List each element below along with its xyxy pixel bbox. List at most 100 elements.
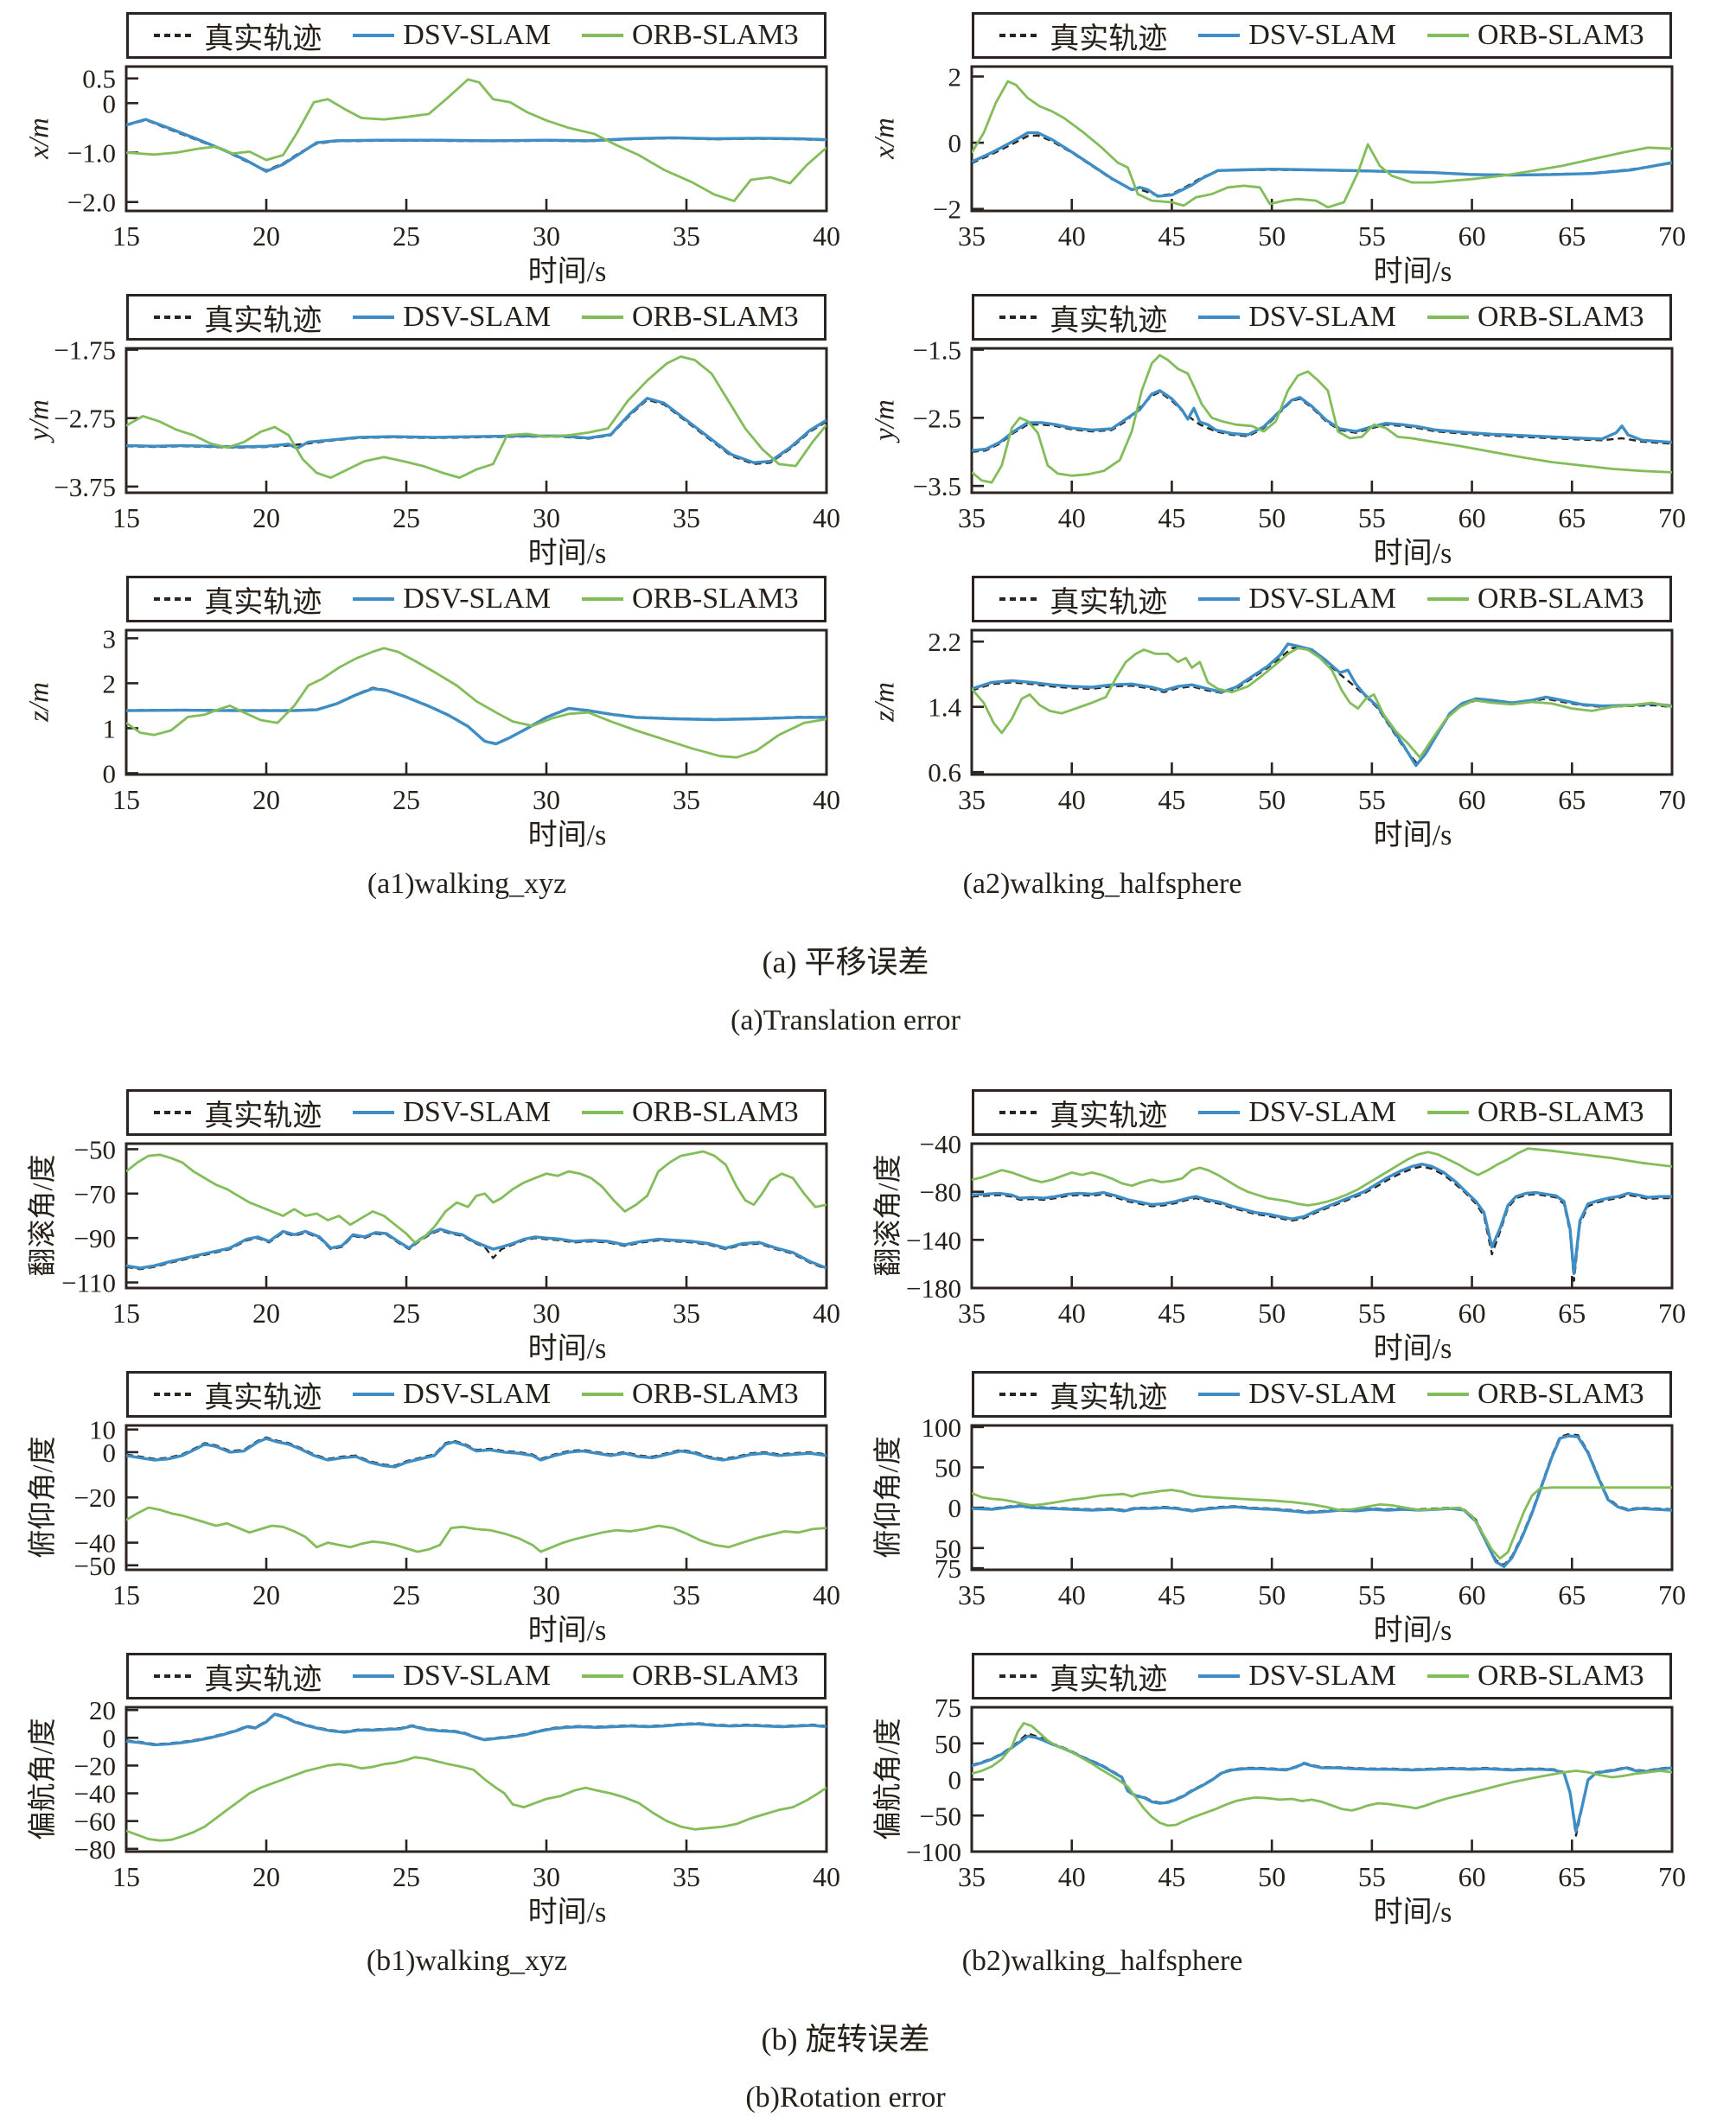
legend-item-truth: 真实轨迹 (154, 1092, 322, 1134)
svg-text:35: 35 (958, 784, 986, 815)
svg-text:−100: −100 (906, 1837, 961, 1867)
svg-text:55: 55 (1358, 1298, 1386, 1329)
dsv-line-swatch (353, 1111, 395, 1114)
legend: 真实轨迹 DSV-SLAM ORB-SLAM3 (126, 1371, 827, 1418)
svg-text:−20: −20 (74, 1750, 116, 1781)
legend-label-truth: 真实轨迹 (204, 1100, 322, 1132)
orb-line-swatch (581, 1674, 623, 1678)
svg-text:75: 75 (935, 1693, 961, 1723)
panel-a1-z: 真实轨迹 DSV-SLAM ORB-SLAM3 z/m 3 2 1 0 15 20 25 30… (22, 576, 844, 851)
truth-dashed-line-swatch (999, 1393, 1042, 1396)
dsv-line-swatch (1198, 1674, 1241, 1678)
row-x-axis: 真实轨迹 DSV-SLAM ORB-SLAM3 x/m 0.5 0 −1.0 −2.0… (22, 12, 1736, 288)
svg-text:35: 35 (673, 1579, 700, 1610)
svg-text:25: 25 (393, 1579, 420, 1610)
svg-text:−50: −50 (74, 1551, 116, 1581)
svg-text:70: 70 (1658, 1298, 1686, 1329)
orb-line-swatch (581, 1393, 623, 1396)
legend: 真实轨迹 DSV-SLAM ORB-SLAM3 (126, 1653, 827, 1699)
svg-text:−50: −50 (920, 1801, 961, 1831)
svg-text:−1.75: −1.75 (54, 335, 116, 366)
legend-item-dsv: DSV-SLAM (353, 1378, 551, 1411)
legend-item-truth: 真实轨迹 (154, 578, 322, 621)
svg-text:45: 45 (1158, 220, 1185, 252)
legend-label-orb: ORB-SLAM3 (1477, 19, 1644, 51)
caption-row-b: (b1)walking_xyz (b2)walking_halfsphere (0, 1945, 1736, 1978)
svg-text:−180: −180 (906, 1273, 961, 1304)
svg-text:60: 60 (1458, 502, 1486, 533)
legend-label-dsv: DSV-SLAM (403, 19, 551, 51)
panel-a1-x: 真实轨迹 DSV-SLAM ORB-SLAM3 x/m 0.5 0 −1.0 −2.0… (22, 12, 844, 288)
legend-item-dsv: DSV-SLAM (353, 1096, 551, 1129)
truth-dashed-line-swatch (999, 316, 1042, 319)
svg-text:0.5: 0.5 (82, 64, 116, 94)
svg-text:40: 40 (813, 1579, 840, 1610)
svg-text:−110: −110 (61, 1268, 116, 1298)
svg-text:50: 50 (1258, 1861, 1286, 1892)
svg-text:1: 1 (103, 713, 117, 743)
svg-text:30: 30 (533, 1579, 560, 1610)
svg-text:60: 60 (1458, 1861, 1486, 1892)
caption-a1: (a1)walking_xyz (367, 868, 567, 900)
legend-item-truth: 真实轨迹 (154, 15, 322, 57)
legend-label-truth: 真实轨迹 (204, 1663, 322, 1696)
section-a-translation: 真实轨迹 DSV-SLAM ORB-SLAM3 x/m 0.5 0 −1.0 −2.0… (0, 0, 1736, 851)
legend-label-truth: 真实轨迹 (1050, 1663, 1168, 1696)
legend: 真实轨迹 DSV-SLAM ORB-SLAM3 (972, 1653, 1672, 1699)
svg-text:75: 75 (935, 1553, 961, 1584)
legend-item-orb: ORB-SLAM3 (581, 19, 799, 52)
svg-text:65: 65 (1558, 220, 1586, 252)
svg-text:−40: −40 (920, 1129, 961, 1159)
plot-area: 偏航角/度 20 0 −20 −40 −60 −80 15 20 25 30 35 40 时间/s (22, 1695, 844, 1929)
svg-text:100: 100 (922, 1412, 962, 1443)
svg-text:−50: −50 (74, 1134, 116, 1164)
legend-item-truth: 真实轨迹 (999, 297, 1167, 339)
svg-text:40: 40 (1058, 1579, 1086, 1610)
legend-label-truth: 真实轨迹 (1050, 304, 1168, 337)
legend-item-dsv: DSV-SLAM (1198, 301, 1396, 334)
panel-b1-pitch: 真实轨迹 DSV-SLAM ORB-SLAM3 俯仰角/度 10 0 −20 −40−… (22, 1371, 844, 1647)
svg-text:40: 40 (1058, 220, 1086, 252)
svg-text:55: 55 (1358, 220, 1386, 252)
chart-canvas: 3 2 1 015 20 25 30 35 40 (103, 623, 841, 815)
svg-text:55: 55 (1358, 1579, 1386, 1610)
svg-text:0: 0 (103, 1723, 117, 1753)
svg-text:55: 55 (1358, 1861, 1386, 1892)
legend-label-orb: ORB-SLAM3 (631, 1378, 799, 1410)
svg-text:15: 15 (112, 1298, 140, 1329)
legend: 真实轨迹 DSV-SLAM ORB-SLAM3 (972, 294, 1672, 341)
svg-text:−90: −90 (74, 1223, 116, 1253)
svg-text:15: 15 (112, 1861, 140, 1892)
svg-text:60: 60 (1458, 1579, 1486, 1610)
legend-label-orb: ORB-SLAM3 (1477, 1660, 1644, 1692)
svg-text:70: 70 (1658, 1861, 1686, 1892)
caption-b-chinese: (b) 旋转误差 (761, 2022, 930, 2056)
truth-dashed-line-swatch (999, 34, 1042, 37)
svg-text:−20: −20 (74, 1483, 116, 1513)
row-yaw-axis: 真实轨迹 DSV-SLAM ORB-SLAM3 偏航角/度 20 0 −20 −40 −… (22, 1653, 1736, 1929)
svg-text:0: 0 (103, 758, 117, 788)
svg-text:−1.0: −1.0 (67, 138, 116, 169)
svg-text:35: 35 (958, 1861, 986, 1892)
svg-text:20: 20 (89, 1695, 116, 1725)
svg-text:45: 45 (1158, 1579, 1185, 1610)
svg-text:65: 65 (1558, 784, 1586, 815)
svg-text:60: 60 (1458, 220, 1486, 252)
legend-item-dsv: DSV-SLAM (1198, 19, 1396, 52)
svg-text:50: 50 (935, 1729, 961, 1759)
legend: 真实轨迹 DSV-SLAM ORB-SLAM3 (972, 1371, 1672, 1418)
panel-b2-yaw: 真实轨迹 DSV-SLAM ORB-SLAM3 偏航角/度 75 50 0 −50 −1… (868, 1653, 1689, 1929)
svg-text:35: 35 (958, 220, 986, 252)
x-axis-label: 时间/s (527, 1333, 607, 1365)
legend-label-dsv: DSV-SLAM (1248, 583, 1396, 615)
panel-a1-y: 真实轨迹 DSV-SLAM ORB-SLAM3 y/m −1.75 −2.75 −3… (22, 294, 844, 570)
svg-text:20: 20 (252, 784, 280, 815)
plot-area: 翻滚角/度 −40 −80 −140 −180 35 40 45 50 55 60 65 70 时间/… (868, 1129, 1689, 1365)
svg-text:−40: −40 (74, 1779, 116, 1809)
legend-label-truth: 真实轨迹 (204, 304, 322, 337)
svg-text:0: 0 (103, 88, 117, 118)
svg-text:35: 35 (673, 502, 700, 533)
y-axis-label: 偏航角/度 (28, 1718, 59, 1840)
